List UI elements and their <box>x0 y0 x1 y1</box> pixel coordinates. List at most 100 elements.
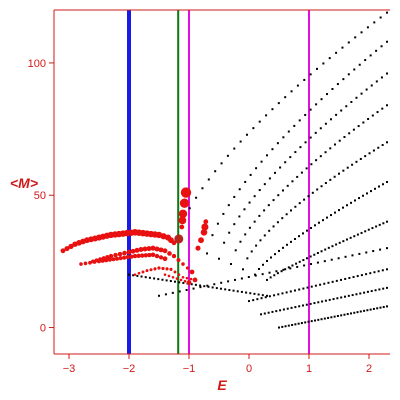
data-point <box>242 268 244 271</box>
data-point <box>164 293 167 296</box>
data-point <box>239 240 242 243</box>
data-point <box>271 310 274 313</box>
data-point <box>327 246 330 249</box>
data-point <box>373 21 376 24</box>
data-point <box>162 256 168 262</box>
data-point <box>282 246 284 249</box>
data-point <box>239 140 242 143</box>
x-tick-label: −2 <box>123 363 136 375</box>
data-point <box>179 224 185 230</box>
data-point <box>165 279 168 282</box>
data-point <box>364 230 367 233</box>
data-point <box>258 267 260 270</box>
data-point <box>343 135 346 138</box>
data-point <box>374 289 377 292</box>
data-point <box>365 251 368 254</box>
data-point <box>377 270 380 273</box>
data-point <box>284 161 287 164</box>
data-point <box>290 240 292 243</box>
data-point <box>298 119 301 122</box>
data-point <box>298 288 301 291</box>
data-point <box>83 261 88 266</box>
data-point <box>201 223 209 231</box>
data-point <box>232 289 235 292</box>
data-point <box>316 67 318 70</box>
data-point <box>324 182 327 185</box>
data-point <box>171 291 174 294</box>
data-point <box>158 255 164 260</box>
data-point <box>342 169 345 172</box>
data-point <box>291 264 294 267</box>
data-point <box>360 231 363 234</box>
data-point <box>238 188 241 191</box>
data-point <box>296 84 299 87</box>
data-point <box>382 287 385 290</box>
data-point <box>340 278 342 281</box>
data-point <box>302 287 305 290</box>
data-point <box>346 313 349 316</box>
data-point <box>234 249 237 252</box>
data-point <box>386 40 388 43</box>
vertical-lines <box>127 10 310 354</box>
data-point <box>287 324 290 327</box>
data-point <box>276 221 279 224</box>
data-point <box>248 300 250 303</box>
data-point <box>355 96 358 99</box>
data-point <box>224 288 227 291</box>
data-point <box>356 233 359 236</box>
data-point <box>194 283 197 286</box>
x-tick-label: 0 <box>246 363 252 375</box>
data-point <box>263 234 266 237</box>
ticks: −3 −2 −1 0 1 2 0 50 100 <box>28 58 372 375</box>
data-point <box>342 240 345 243</box>
data-point <box>144 276 147 279</box>
data-point <box>271 108 274 111</box>
data-point <box>347 41 350 44</box>
data-point <box>305 167 308 170</box>
data-point <box>351 254 354 257</box>
data-point <box>261 273 264 276</box>
data-point <box>300 322 303 325</box>
data-point <box>141 270 145 274</box>
data-point <box>149 268 153 272</box>
data-point <box>332 298 335 301</box>
data-point <box>359 292 362 295</box>
data-point <box>245 291 248 294</box>
data-point <box>338 209 340 212</box>
data-point <box>371 227 374 230</box>
x-tick-label: 2 <box>366 363 372 375</box>
data-point <box>354 36 357 39</box>
data-point <box>366 26 369 29</box>
data-point <box>330 118 332 121</box>
data-point <box>365 88 368 91</box>
data-point <box>313 302 316 305</box>
data-point <box>376 307 379 310</box>
data-point <box>249 292 252 295</box>
data-point <box>206 252 208 255</box>
data-point <box>365 273 368 276</box>
data-point <box>382 306 385 309</box>
data-point <box>309 108 312 111</box>
data-point <box>314 224 316 227</box>
data-point <box>333 175 336 178</box>
data-point <box>132 253 138 259</box>
data-point <box>353 311 356 314</box>
data-point <box>133 273 137 276</box>
data-point <box>183 279 187 283</box>
data-point <box>306 257 308 260</box>
data-point <box>240 277 243 280</box>
data-point <box>188 207 191 210</box>
data-point <box>154 253 160 259</box>
y-tick-label: 100 <box>28 58 46 70</box>
data-point <box>218 257 220 260</box>
data-point <box>264 296 267 299</box>
data-point <box>320 98 323 101</box>
data-point <box>230 263 232 266</box>
data-point <box>321 300 324 303</box>
data-point <box>330 316 333 319</box>
data-point <box>97 259 101 264</box>
data-point <box>234 278 236 281</box>
data-point <box>294 151 297 154</box>
data-point <box>285 291 288 294</box>
